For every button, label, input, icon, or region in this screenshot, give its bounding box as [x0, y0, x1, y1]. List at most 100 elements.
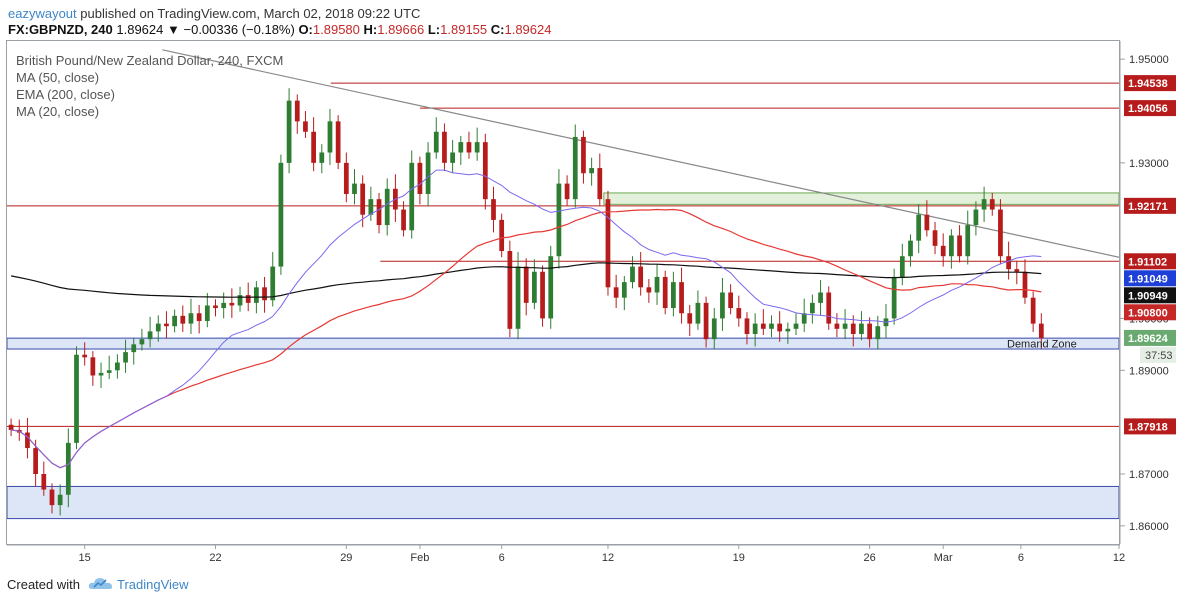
candle-body: [474, 142, 480, 153]
candle-body: [867, 323, 872, 340]
candle-body: [924, 214, 930, 231]
price-label-text: 1.91102: [1128, 256, 1167, 268]
candle-body: [41, 473, 47, 490]
candle-body: [728, 292, 733, 309]
candle-body: [368, 199, 374, 215]
demand-zone: [7, 337, 1119, 350]
candle-body: [417, 162, 423, 194]
chart-legend: British Pound/New Zealand Dollar, 240, F…: [16, 52, 283, 120]
candle-body: [875, 326, 881, 340]
candle-body: [213, 305, 218, 309]
price-tick-label: 1.86000: [1129, 521, 1169, 533]
time-tick-label: 12: [1113, 552, 1125, 564]
price-label-text: 1.89624: [1128, 333, 1169, 345]
candle-body: [752, 323, 758, 334]
open-label: O:: [298, 22, 313, 37]
legend-ema200[interactable]: EMA (200, close): [16, 87, 115, 102]
candle-body: [695, 302, 701, 324]
candle-body: [572, 136, 578, 200]
legend-ma50[interactable]: MA (50, close): [16, 70, 100, 85]
price-label-text: 1.87918: [1128, 421, 1168, 433]
price-label-text: 1.94056: [1128, 103, 1168, 115]
candle-body: [376, 199, 382, 226]
candle-body: [548, 256, 554, 319]
tradingview-brand-link[interactable]: TradingView: [117, 577, 189, 592]
author-link[interactable]: eazywayout: [8, 6, 77, 21]
candle-body: [998, 209, 1003, 257]
candle-body: [33, 448, 38, 474]
candle-body: [221, 302, 227, 309]
price-label-box: [1124, 253, 1176, 270]
candle-body: [981, 199, 987, 210]
close-value: 1.89624: [504, 22, 552, 37]
countdown-text: 37:53: [1145, 350, 1173, 362]
candle-body: [115, 362, 120, 371]
candle-body: [458, 142, 464, 153]
candle-body: [711, 318, 717, 340]
candle-body: [450, 152, 455, 163]
price-tick-label: 1.89000: [1129, 365, 1169, 377]
candle-body: [654, 276, 660, 293]
price-tick-label: 1.87000: [1129, 469, 1169, 481]
candle-body: [1038, 323, 1044, 339]
price-chart[interactable]: Demand Zone1.950001.930001.900001.890001…: [0, 0, 1182, 568]
legend-ma20[interactable]: MA (20, close): [16, 104, 100, 119]
candle-body: [507, 251, 513, 329]
lower-demand-zone: [7, 485, 1119, 520]
candle-body: [319, 152, 325, 163]
candle-body: [25, 432, 30, 449]
last-price: 1.89624: [116, 22, 164, 37]
candle-body: [188, 313, 194, 324]
candle-body: [442, 131, 447, 163]
candle-body: [662, 276, 668, 309]
candle-body: [1006, 256, 1011, 270]
candle-body: [646, 287, 652, 293]
candle-body: [1014, 269, 1020, 272]
candle-body: [801, 313, 807, 324]
candle-body: [973, 209, 979, 226]
price-label-box: [1124, 329, 1176, 346]
candle-body: [164, 323, 169, 327]
time-tick-label: Feb: [410, 552, 429, 564]
price-tick-label: 1.93000: [1129, 158, 1169, 170]
candle-body: [899, 256, 905, 277]
candle-body: [343, 162, 349, 194]
candle-body: [613, 287, 619, 298]
candle-body: [564, 183, 570, 200]
candle-body: [605, 199, 611, 288]
price-label-box: [1124, 270, 1176, 287]
candle-body: [499, 219, 505, 252]
supply-zone: [603, 192, 1119, 205]
candle-body: [793, 323, 799, 329]
candle-body: [597, 168, 603, 200]
time-tick-label: 6: [499, 552, 505, 564]
candle-body: [294, 100, 300, 122]
candle-body: [989, 199, 995, 210]
candle-body: [49, 489, 55, 506]
candle-body: [1030, 297, 1036, 324]
candle-body: [949, 235, 954, 257]
price-label-text: 1.90949: [1128, 290, 1168, 302]
demand-zone-label: Demand Zone: [1007, 339, 1077, 351]
time-tick-label: 22: [209, 552, 221, 564]
created-with-text: Created with: [7, 577, 80, 592]
candle-body: [401, 209, 406, 231]
candle-body: [630, 266, 635, 283]
candle-body: [106, 370, 112, 373]
candle-body: [769, 323, 774, 329]
candle-body: [254, 287, 259, 303]
candle-body: [482, 142, 488, 200]
candle-body: [515, 266, 521, 329]
price-label-box: [1124, 75, 1176, 92]
candle-body: [523, 266, 529, 303]
candle-body: [311, 131, 316, 163]
time-tick-label: 29: [340, 552, 352, 564]
candle-body: [621, 282, 627, 298]
candle-body: [303, 121, 308, 132]
candle-body: [155, 323, 161, 332]
candle-body: [556, 183, 562, 257]
tradingview-cloud-icon[interactable]: [88, 574, 114, 594]
down-arrow-icon: ▼: [167, 22, 180, 37]
candle-body: [916, 214, 922, 241]
candle-body: [785, 328, 791, 332]
